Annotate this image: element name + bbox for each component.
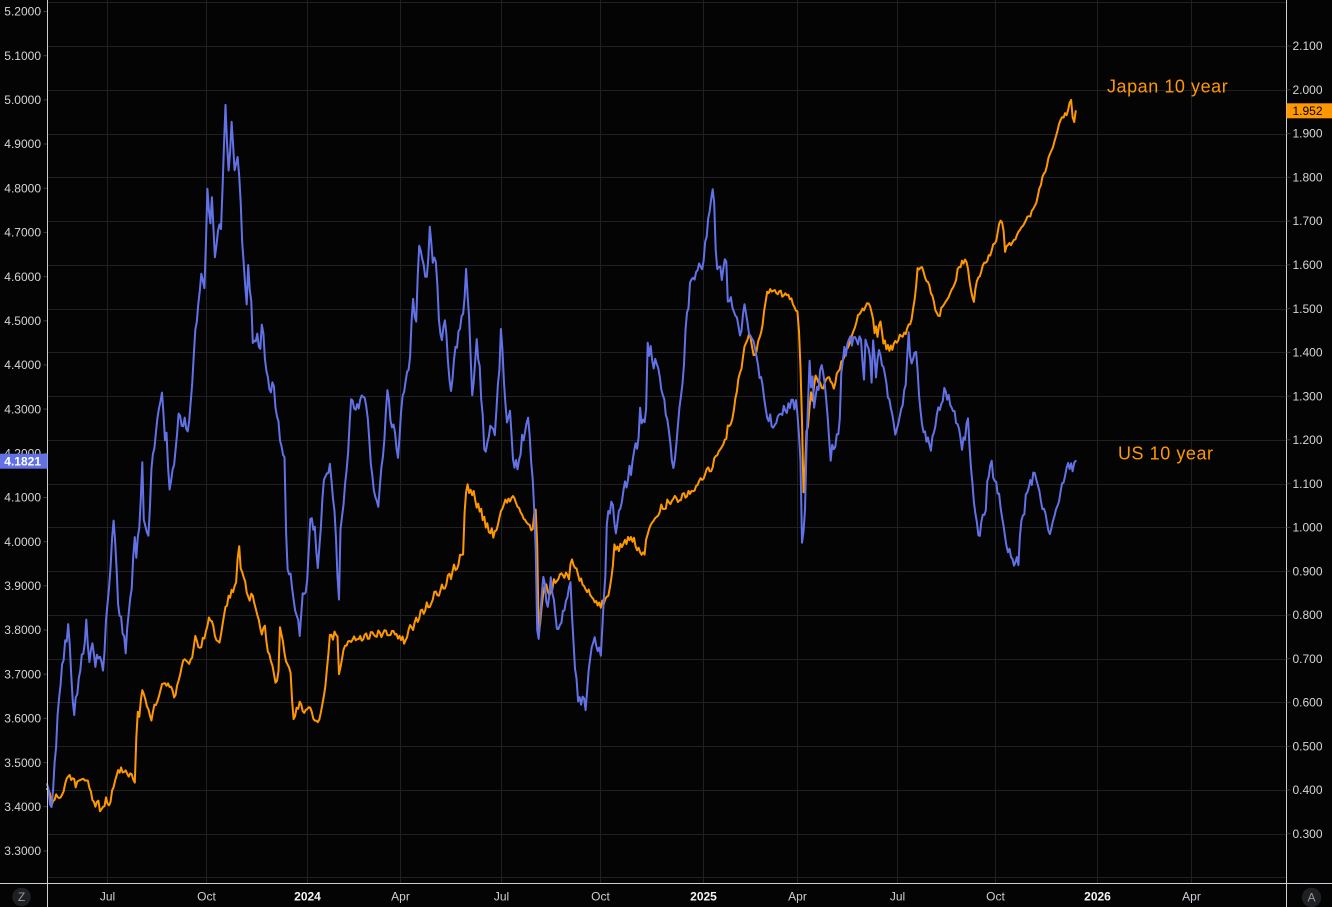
svg-text:1.900: 1.900 <box>1293 127 1323 141</box>
svg-text:Jul: Jul <box>494 890 509 904</box>
svg-text:3.6000: 3.6000 <box>4 712 41 726</box>
svg-text:2026: 2026 <box>1084 890 1111 904</box>
svg-text:1.500: 1.500 <box>1293 302 1323 316</box>
svg-text:Oct: Oct <box>591 890 610 904</box>
svg-text:2.100: 2.100 <box>1293 39 1323 53</box>
svg-text:4.1821: 4.1821 <box>4 455 41 469</box>
svg-text:Apr: Apr <box>1182 890 1201 904</box>
svg-text:1.100: 1.100 <box>1293 477 1323 491</box>
svg-text:Jul: Jul <box>100 890 115 904</box>
svg-text:4.3000: 4.3000 <box>4 402 41 416</box>
svg-text:4.4000: 4.4000 <box>4 358 41 372</box>
svg-text:2024: 2024 <box>294 890 321 904</box>
svg-text:0.500: 0.500 <box>1293 739 1323 753</box>
svg-text:0.300: 0.300 <box>1293 827 1323 841</box>
svg-text:1.800: 1.800 <box>1293 171 1323 185</box>
svg-text:4.6000: 4.6000 <box>4 270 41 284</box>
svg-text:3.8000: 3.8000 <box>4 623 41 637</box>
svg-text:2.000: 2.000 <box>1293 83 1323 97</box>
svg-text:3.7000: 3.7000 <box>4 667 41 681</box>
svg-text:1.000: 1.000 <box>1293 521 1323 535</box>
svg-text:4.9000: 4.9000 <box>4 137 41 151</box>
svg-text:5.0000: 5.0000 <box>4 93 41 107</box>
svg-text:1.952: 1.952 <box>1293 104 1323 118</box>
svg-text:4.1000: 4.1000 <box>4 491 41 505</box>
svg-text:4.0000: 4.0000 <box>4 535 41 549</box>
svg-text:0.700: 0.700 <box>1293 652 1323 666</box>
svg-text:1.600: 1.600 <box>1293 258 1323 272</box>
svg-text:3.5000: 3.5000 <box>4 756 41 770</box>
svg-text:Oct: Oct <box>197 890 216 904</box>
svg-text:Japan 10 year: Japan 10 year <box>1107 77 1228 97</box>
svg-text:Apr: Apr <box>788 890 807 904</box>
svg-text:Jul: Jul <box>890 890 905 904</box>
svg-text:0.800: 0.800 <box>1293 608 1323 622</box>
svg-text:1.300: 1.300 <box>1293 389 1323 403</box>
svg-text:1.400: 1.400 <box>1293 346 1323 360</box>
svg-text:3.3000: 3.3000 <box>4 844 41 858</box>
svg-text:5.2000: 5.2000 <box>4 5 41 19</box>
svg-text:2025: 2025 <box>690 890 717 904</box>
svg-text:4.8000: 4.8000 <box>4 181 41 195</box>
svg-text:Z: Z <box>18 890 25 904</box>
svg-text:3.9000: 3.9000 <box>4 579 41 593</box>
svg-text:A: A <box>1307 891 1315 905</box>
svg-text:5.1000: 5.1000 <box>4 49 41 63</box>
svg-text:0.600: 0.600 <box>1293 696 1323 710</box>
svg-text:Oct: Oct <box>986 890 1005 904</box>
svg-text:4.7000: 4.7000 <box>4 226 41 240</box>
svg-text:3.4000: 3.4000 <box>4 800 41 814</box>
svg-text:1.700: 1.700 <box>1293 214 1323 228</box>
svg-text:0.900: 0.900 <box>1293 564 1323 578</box>
svg-text:0.400: 0.400 <box>1293 783 1323 797</box>
svg-text:Apr: Apr <box>391 890 410 904</box>
svg-text:4.5000: 4.5000 <box>4 314 41 328</box>
svg-text:US 10 year: US 10 year <box>1118 444 1214 464</box>
svg-text:1.200: 1.200 <box>1293 433 1323 447</box>
